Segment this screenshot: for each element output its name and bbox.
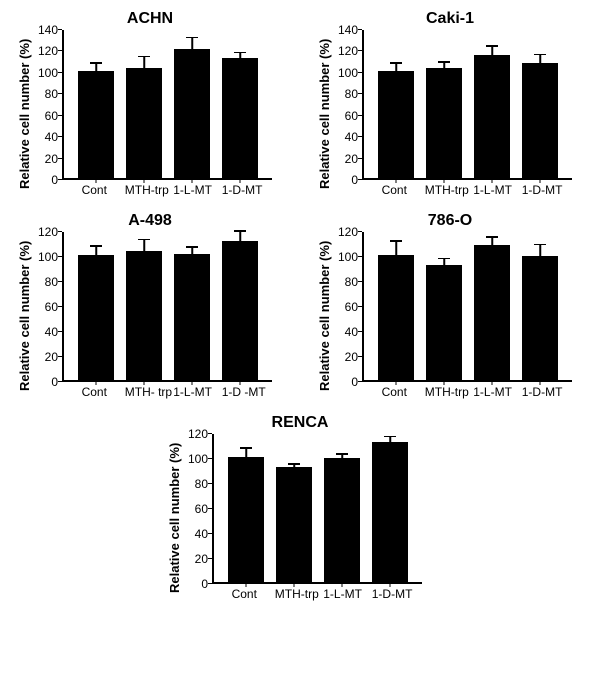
bar: [276, 467, 312, 582]
y-tick-label: 100: [188, 452, 208, 466]
y-tick-label: 20: [345, 152, 358, 166]
x-tick-label: Cont: [376, 385, 412, 399]
x-tick-label: Cont: [76, 385, 112, 399]
y-tick-label: 60: [195, 502, 208, 516]
y-tick-label: 0: [351, 375, 358, 389]
x-tick-label: Cont: [226, 587, 262, 601]
bar: [378, 71, 414, 178]
y-tick-label: 40: [345, 325, 358, 339]
chart-plot-area: 020406080100120140ContMTH-trp1-L-MT1-D-M…: [32, 30, 285, 197]
x-tick-label: MTH-trp: [425, 183, 461, 197]
y-tick-label: 60: [45, 109, 58, 123]
y-tick-label: 20: [45, 152, 58, 166]
x-tick-label: 1-L-MT: [323, 587, 359, 601]
bar: [522, 256, 558, 380]
y-tick-label: 20: [45, 350, 58, 364]
bar: [228, 457, 264, 582]
bar: [474, 55, 510, 178]
y-tick-label: 0: [201, 577, 208, 591]
y-tick-label: 20: [345, 350, 358, 364]
x-tick-label: MTH- trp: [125, 385, 161, 399]
bar: [174, 49, 210, 178]
chart-row-2: A-498 Relative cell number (%) 020406080…: [0, 212, 600, 399]
x-tick-label: 1-L-MT: [473, 183, 509, 197]
chart-caki1: Caki-1 Relative cell number (%) 02040608…: [315, 10, 585, 197]
chart-row-1: ACHN Relative cell number (%) 0204060801…: [0, 10, 600, 197]
y-tick-label: 0: [351, 173, 358, 187]
y-axis-label: Relative cell number (%): [315, 232, 332, 399]
y-tick-label: 0: [51, 173, 58, 187]
bar: [378, 255, 414, 380]
y-tick-label: 80: [195, 477, 208, 491]
x-tick-label: 1-L-MT: [173, 385, 209, 399]
y-tick-label: 100: [338, 250, 358, 264]
bar: [126, 251, 162, 380]
x-tick-label: MTH-trp: [125, 183, 161, 197]
bar: [222, 58, 258, 178]
chart-plot-area: 020406080100120ContMTH- trp1-L-MT1-D -MT: [32, 232, 285, 399]
y-tick-label: 80: [45, 87, 58, 101]
y-tick-label: 40: [345, 130, 358, 144]
y-tick-label: 0: [51, 375, 58, 389]
bar: [474, 245, 510, 380]
y-tick-label: 60: [45, 300, 58, 314]
y-tick-label: 140: [338, 23, 358, 37]
y-tick-label: 120: [338, 225, 358, 239]
bar: [426, 68, 462, 178]
x-tick-label: Cont: [376, 183, 412, 197]
x-tick-label: Cont: [76, 183, 112, 197]
y-tick-label: 120: [38, 44, 58, 58]
x-tick-label: 1-D-MT: [222, 183, 258, 197]
x-tick-label: 1-L-MT: [173, 183, 209, 197]
bar: [372, 442, 408, 582]
y-axis-label: Relative cell number (%): [15, 232, 32, 399]
bar: [222, 241, 258, 380]
charts-grid: ACHN Relative cell number (%) 0204060801…: [0, 0, 600, 601]
y-tick-label: 20: [195, 552, 208, 566]
chart-786o: 786-O Relative cell number (%) 020406080…: [315, 212, 585, 399]
y-tick-label: 40: [195, 527, 208, 541]
bar: [174, 254, 210, 380]
bar: [426, 265, 462, 380]
bar: [522, 63, 558, 178]
bar: [78, 71, 114, 178]
x-tick-label: MTH-trp: [425, 385, 461, 399]
y-tick-label: 120: [338, 44, 358, 58]
y-tick-label: 100: [338, 66, 358, 80]
x-tick-label: MTH-trp: [275, 587, 311, 601]
chart-plot-area: 020406080100120ContMTH-trp1-L-MT1-D-MT: [182, 434, 435, 601]
y-tick-label: 60: [345, 109, 358, 123]
y-axis-label: Relative cell number (%): [315, 30, 332, 197]
y-tick-label: 120: [38, 225, 58, 239]
x-tick-label: 1-D-MT: [372, 587, 408, 601]
y-tick-label: 140: [38, 23, 58, 37]
x-tick-label: 1-L-MT: [473, 385, 509, 399]
bar: [126, 68, 162, 178]
chart-achn: ACHN Relative cell number (%) 0204060801…: [15, 10, 285, 197]
y-tick-label: 60: [345, 300, 358, 314]
chart-row-3: RENCA Relative cell number (%) 020406080…: [0, 414, 600, 601]
y-axis-label: Relative cell number (%): [165, 434, 182, 601]
x-tick-label: 1-D-MT: [522, 183, 558, 197]
x-tick-label: 1-D-MT: [522, 385, 558, 399]
bar: [78, 255, 114, 380]
y-tick-label: 120: [188, 427, 208, 441]
y-tick-label: 40: [45, 325, 58, 339]
y-tick-label: 80: [345, 275, 358, 289]
y-axis-label: Relative cell number (%): [15, 30, 32, 197]
y-tick-label: 80: [345, 87, 358, 101]
y-tick-label: 100: [38, 66, 58, 80]
chart-renca: RENCA Relative cell number (%) 020406080…: [165, 414, 435, 601]
chart-plot-area: 020406080100120140ContMTH-trp1-L-MT1-D-M…: [332, 30, 585, 197]
chart-a498: A-498 Relative cell number (%) 020406080…: [15, 212, 285, 399]
chart-plot-area: 020406080100120ContMTH-trp1-L-MT1-D-MT: [332, 232, 585, 399]
y-tick-label: 100: [38, 250, 58, 264]
x-tick-label: 1-D -MT: [222, 385, 258, 399]
y-tick-label: 40: [45, 130, 58, 144]
y-tick-label: 80: [45, 275, 58, 289]
bar: [324, 458, 360, 582]
